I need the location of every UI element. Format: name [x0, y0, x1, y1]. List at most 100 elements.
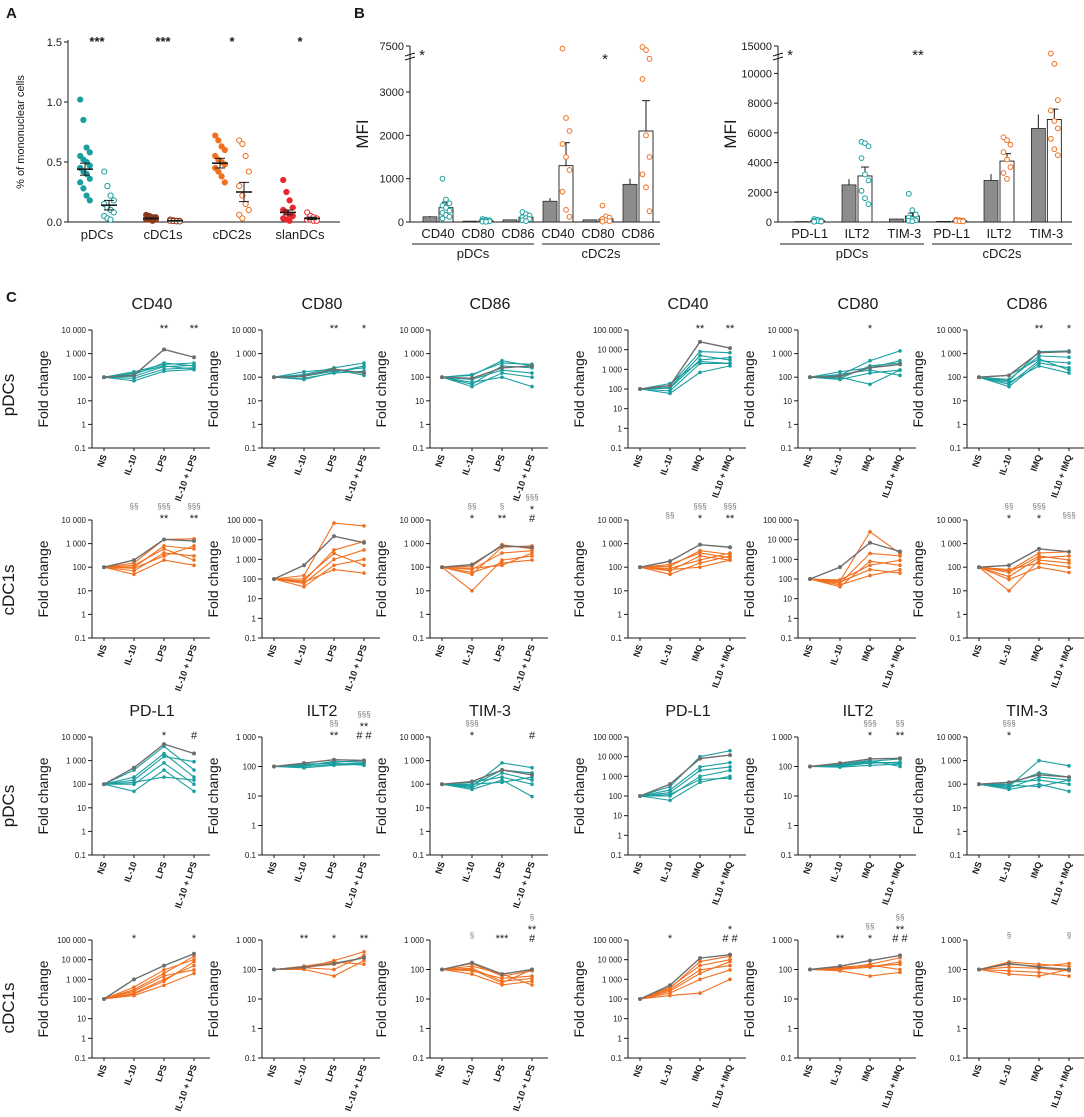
- y-tick-label: 10: [613, 1015, 622, 1024]
- donor-point: [470, 783, 474, 788]
- donor-line: [978, 350, 1070, 382]
- x-tick-label: NS: [95, 860, 109, 875]
- x-tick-label: IL-10: [658, 453, 675, 476]
- mean-point: [192, 355, 196, 360]
- y-tick-label: 10 000: [598, 516, 623, 525]
- donor-line: [639, 961, 731, 1000]
- significance-mark: **: [360, 933, 369, 945]
- y-tick-label: 100 000: [593, 326, 622, 335]
- mean-point: [132, 373, 136, 378]
- significance-mark: *: [332, 933, 337, 945]
- section-mark: §§: [896, 913, 905, 922]
- significance-mark: **: [300, 933, 309, 945]
- mean-line: [103, 743, 195, 785]
- y-tick-label: 10 000: [598, 346, 623, 355]
- donor-point: [500, 981, 504, 985]
- significance-mark: *: [530, 504, 535, 516]
- mean-point: [977, 782, 981, 787]
- donor-line: [639, 955, 731, 1000]
- row-label: pDCs: [0, 374, 18, 417]
- mean-point: [808, 375, 812, 380]
- donor-point: [1067, 764, 1071, 768]
- donor-line: [442, 968, 533, 984]
- y-tick-label: 0.1: [75, 851, 87, 860]
- donor-point: [162, 751, 166, 756]
- x-tick-label: IL-10: [828, 860, 845, 883]
- panel-title: ILT2: [307, 703, 338, 720]
- x-tick-label: LPS: [491, 453, 506, 473]
- donor-point: [698, 353, 702, 358]
- data-point: [221, 146, 228, 154]
- donor-point: [698, 991, 702, 995]
- y-tick-label: 100 000: [593, 733, 622, 742]
- donor-point: [192, 768, 196, 772]
- y-tick-label: 1: [252, 822, 257, 831]
- y-tick-label: 1: [420, 610, 425, 619]
- y-tick-label: 100 000: [763, 516, 792, 525]
- y-tick-label: 0.1: [245, 444, 257, 453]
- donor-point: [470, 787, 474, 792]
- y-tick-label: 10: [77, 587, 86, 596]
- y-tick-label: 10 000: [400, 326, 425, 335]
- significance-mark: **: [160, 513, 169, 525]
- section-mark: §§§: [863, 719, 876, 728]
- donor-point: [868, 559, 872, 564]
- panel-a-scatter: 0.00.51.01.5% of mononuclear cellspDCs**…: [15, 34, 340, 242]
- y-tick-label: 1: [957, 827, 962, 836]
- donor-point: [728, 748, 732, 753]
- donor-point: [132, 376, 136, 381]
- data-point: [80, 185, 87, 192]
- y-tick-label: 1: [618, 1034, 623, 1043]
- significance-mark: # #: [356, 730, 372, 742]
- donor-point: [132, 379, 136, 383]
- donor-point: [898, 349, 902, 353]
- y-tick-label: 1 000: [66, 975, 87, 984]
- donor-point: [332, 521, 336, 525]
- donor-point: [530, 765, 534, 770]
- panel-letter-a: A: [6, 5, 17, 22]
- donor-point: [728, 765, 732, 769]
- section-mark: §§§: [693, 502, 706, 511]
- donor-point: [192, 778, 196, 782]
- donor-point: [500, 375, 504, 380]
- donor-line: [103, 955, 195, 1000]
- x-tick-label: NS: [433, 1063, 447, 1078]
- donor-point: [162, 544, 166, 548]
- mean-point: [440, 375, 444, 380]
- donor-line: [978, 555, 1070, 578]
- y-axis-label: Fold change: [205, 350, 221, 427]
- mean-point: [102, 997, 106, 1001]
- section-mark: §§: [666, 511, 675, 520]
- y-tick-label: 100: [243, 575, 257, 584]
- y-tick-label: 0.1: [75, 1054, 87, 1063]
- donor-line: [441, 968, 533, 986]
- x-tick-label: IL10 + IMQ: [1049, 643, 1074, 689]
- significance-mark: **: [330, 730, 339, 742]
- x-tick-label: NS: [631, 453, 645, 468]
- x-tick-label: IL-10: [460, 860, 477, 883]
- donor-line: [978, 555, 1070, 574]
- y-tick-label: 10 000: [400, 733, 425, 742]
- significance-mark: *: [132, 933, 137, 945]
- y-tick-label: 1: [618, 610, 623, 619]
- y-tick-label: 10: [783, 792, 792, 801]
- data-point: [1000, 134, 1007, 141]
- donor-point: [668, 798, 672, 803]
- donor-point: [470, 570, 474, 575]
- x-tick-label: IL-10 + LPS: [343, 1063, 369, 1112]
- data-point: [606, 218, 613, 225]
- x-marker-label: PD-L1: [791, 226, 828, 241]
- y-axis-label: Fold change: [741, 540, 757, 617]
- y-axis-label: Fold change: [741, 757, 757, 834]
- data-point: [639, 44, 646, 50]
- data-point: [443, 204, 449, 211]
- y-tick-label: 1 000: [772, 733, 793, 742]
- x-tick-label: IL10 + IMQ: [1049, 1063, 1074, 1109]
- donor-point: [132, 566, 136, 571]
- significance-mark: **: [528, 924, 537, 936]
- donor-point: [362, 949, 366, 954]
- x-tick-label: NS: [265, 1063, 279, 1078]
- y-tick-label: 10: [952, 587, 961, 596]
- donor-point: [362, 962, 366, 967]
- y-tick-label: 10 000: [62, 733, 87, 742]
